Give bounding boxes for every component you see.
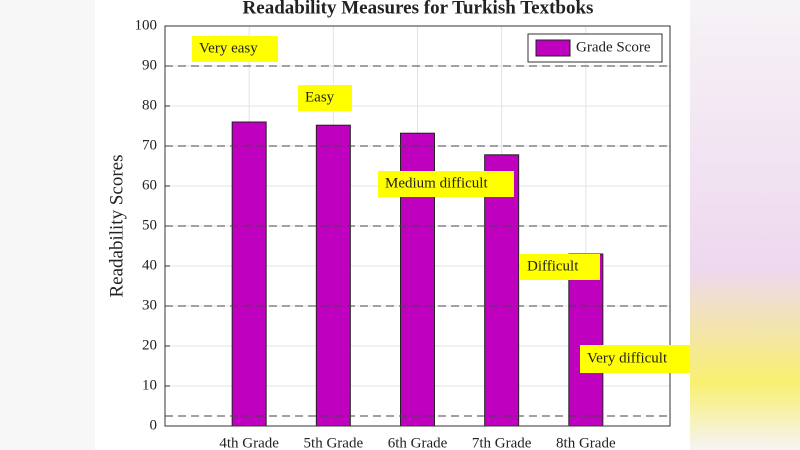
annotation: Easy bbox=[305, 89, 335, 105]
x-tick-label: 8th Grade bbox=[556, 435, 616, 450]
y-tick-label: 20 bbox=[142, 337, 157, 353]
annotation-box bbox=[192, 36, 278, 62]
right-backdrop bbox=[690, 0, 800, 450]
x-tick-label: 4th Grade bbox=[219, 435, 279, 450]
y-tick-label: 0 bbox=[150, 417, 158, 433]
bar bbox=[484, 154, 520, 427]
legend-label: Grade Score bbox=[576, 39, 651, 55]
x-tick-label: 6th Grade bbox=[388, 435, 448, 450]
y-tick-label: 90 bbox=[142, 57, 157, 73]
y-tick-label: 40 bbox=[142, 257, 157, 273]
annotation: Difficult bbox=[527, 258, 579, 274]
y-tick-label: 60 bbox=[142, 177, 157, 193]
annotation: Very difficult bbox=[587, 350, 668, 366]
annotation-box bbox=[298, 85, 352, 111]
y-axis-label: Readability Scores bbox=[106, 155, 127, 298]
legend-swatch bbox=[535, 39, 571, 57]
y-tick-label: 10 bbox=[142, 377, 157, 393]
annotation-box bbox=[520, 254, 600, 280]
chart-title: Readability Measures for Turkish Textbok… bbox=[243, 0, 594, 18]
y-tick-label: 80 bbox=[142, 97, 157, 113]
x-tick-label: 5th Grade bbox=[304, 435, 364, 450]
y-tick-label: 100 bbox=[135, 17, 158, 33]
annotation-box bbox=[580, 345, 690, 373]
left-backdrop bbox=[0, 0, 95, 450]
annotation-box bbox=[378, 171, 514, 197]
bar bbox=[315, 124, 351, 427]
annotation: Medium difficult bbox=[385, 175, 488, 191]
annotation: Very easy bbox=[199, 40, 258, 56]
axes-box bbox=[164, 25, 671, 427]
x-tick-label: 7th Grade bbox=[472, 435, 532, 450]
bar bbox=[231, 121, 267, 427]
y-tick-label: 70 bbox=[142, 137, 157, 153]
y-tick-label: 50 bbox=[142, 217, 157, 233]
y-tick-label: 30 bbox=[142, 297, 157, 313]
